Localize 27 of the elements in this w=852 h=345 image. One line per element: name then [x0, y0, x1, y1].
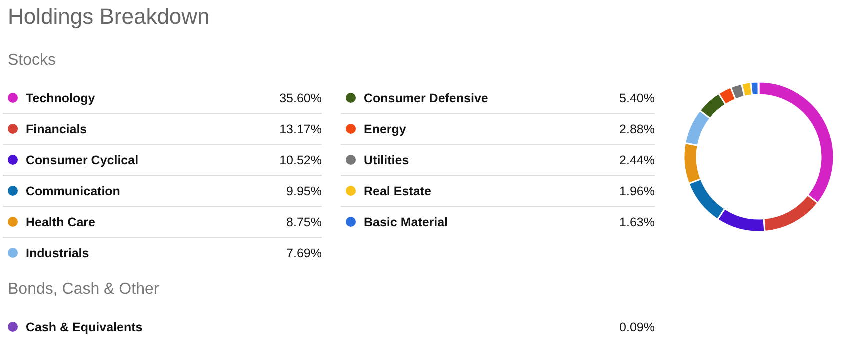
legend-label: Technology — [26, 92, 96, 106]
data-label: 2.44% — [620, 154, 655, 168]
data-label: 35.60% — [280, 92, 322, 106]
data-label: 9.95% — [286, 184, 322, 198]
legend-label: Health Care — [26, 216, 96, 230]
legend-label: Communication — [26, 184, 120, 198]
data-label: 13.17% — [280, 122, 322, 136]
legend-label: Industrials — [26, 246, 90, 260]
legend-label: Cash & Equivalents — [26, 320, 143, 334]
data-label: 0.09% — [620, 320, 655, 334]
data-label: 8.75% — [286, 216, 322, 230]
legend-label: Consumer Defensive — [364, 92, 488, 106]
data-label: 5.40% — [620, 92, 655, 106]
legend-label: Real Estate — [364, 184, 432, 198]
text: Stocks — [8, 52, 56, 69]
data-label: 1.63% — [620, 216, 655, 230]
text: Bonds, Cash & Other — [8, 281, 160, 298]
legend-label: Consumer Cyclical — [26, 154, 139, 168]
legend-label: Basic Material — [364, 216, 448, 230]
data-label: 2.88% — [620, 122, 655, 136]
data-label: 10.52% — [280, 154, 322, 168]
legend-label: Energy — [364, 122, 406, 136]
chart-title: Holdings Breakdown — [8, 4, 210, 29]
legend-label: Financials — [26, 122, 88, 136]
data-label: 1.96% — [620, 184, 655, 198]
legend-label: Utilities — [364, 154, 410, 168]
data-label: 7.69% — [286, 246, 322, 260]
